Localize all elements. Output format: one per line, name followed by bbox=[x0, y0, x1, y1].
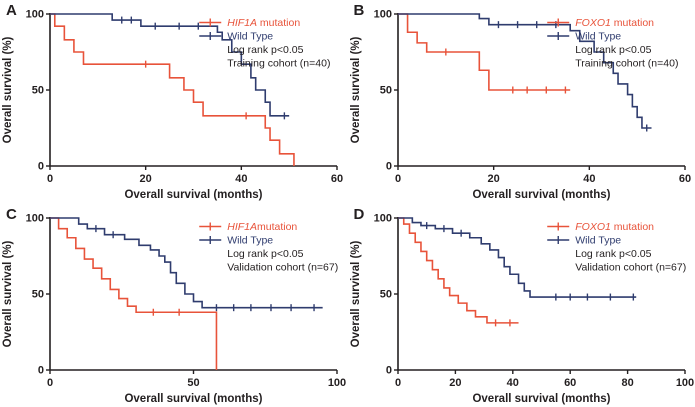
y-tick-label: 100 bbox=[26, 9, 44, 21]
x-tick-label: 0 bbox=[394, 377, 400, 389]
y-axis-label: Overall survival (%) bbox=[2, 36, 14, 143]
survival-curve-wild_type bbox=[397, 13, 652, 129]
legend-entry: Validation cohort (n=67) bbox=[227, 261, 338, 273]
panel-a: A 0 20 40 60 0 50 100 Overall survival (months)… bbox=[0, 0, 348, 204]
censor-marks-mutation bbox=[444, 48, 566, 94]
y-tick-label: 0 bbox=[38, 161, 44, 173]
legend-entry: Wild Type bbox=[575, 234, 621, 246]
censor-marks-wild_type bbox=[121, 16, 286, 120]
panel-c: C 0 50 100 0 50 100 Overall survival (months) O… bbox=[0, 204, 348, 407]
x-axis-label: Overall survival (months) bbox=[472, 393, 610, 405]
legend-entry: FOXO1 mutation bbox=[575, 17, 654, 29]
panel-d: D 0 20 40 60 80 100 0 50 100 Overall survival (mo… bbox=[348, 204, 695, 407]
figure-bottom-row: C 0 50 100 0 50 100 Overall survival (months) O… bbox=[0, 204, 695, 407]
y-tick-label: 100 bbox=[373, 212, 391, 224]
censor-marks-wild_type bbox=[497, 21, 647, 132]
x-axis-label: Overall survival (months) bbox=[124, 393, 262, 405]
x-tick-label: 0 bbox=[47, 377, 53, 389]
x-tick-label: 60 bbox=[331, 173, 343, 185]
legend-entry: Wild Type bbox=[575, 31, 621, 43]
y-axis-label: Overall survival (%) bbox=[350, 36, 362, 143]
y-axis-label: Overall survival (%) bbox=[350, 240, 362, 347]
legend-entry: Validation cohort (n=67) bbox=[575, 261, 686, 273]
x-axis-label: Overall survival (months) bbox=[124, 189, 262, 201]
panel-c-label: C bbox=[6, 205, 17, 223]
figure-top-row: A 0 20 40 60 0 50 100 Overall survival (months)… bbox=[0, 0, 695, 204]
survival-curve-wild_type bbox=[50, 13, 290, 117]
x-tick-label: 50 bbox=[187, 377, 199, 389]
y-axis-label: Overall survival (%) bbox=[2, 240, 14, 347]
x-tick-label: 100 bbox=[675, 377, 693, 389]
censor-marks-mutation bbox=[152, 308, 180, 316]
survival-curve-mutation bbox=[397, 216, 519, 324]
x-tick-label: 60 bbox=[564, 377, 576, 389]
legend-entry: Log rank p<0.05 bbox=[575, 248, 651, 260]
y-tick-label: 50 bbox=[379, 288, 391, 300]
y-tick-label: 50 bbox=[32, 288, 44, 300]
survival-curve-mutation bbox=[50, 13, 295, 166]
x-tick-label: 0 bbox=[394, 173, 400, 185]
panel-d-label: D bbox=[353, 205, 365, 223]
legend-entry: Log rank p<0.05 bbox=[575, 44, 651, 56]
panel-b: B 0 20 40 60 0 50 100 Overall survival (months)… bbox=[348, 0, 695, 204]
censor-marks-wild_type bbox=[425, 221, 634, 301]
x-tick-label: 0 bbox=[47, 173, 53, 185]
x-tick-label: 20 bbox=[487, 173, 499, 185]
legend-entry: FOXO1 mutation bbox=[575, 221, 654, 233]
x-tick-label: 60 bbox=[678, 173, 690, 185]
y-tick-label: 50 bbox=[379, 85, 391, 97]
x-tick-label: 100 bbox=[328, 377, 346, 389]
x-tick-label: 20 bbox=[449, 377, 461, 389]
legend-entry: Wild Type bbox=[227, 31, 273, 43]
y-tick-label: 100 bbox=[26, 212, 44, 224]
km-chart-b: 0 20 40 60 0 50 100 Overall survival (months) Ov… bbox=[350, 9, 691, 202]
censor-marks-mutation bbox=[144, 60, 247, 120]
y-tick-label: 50 bbox=[32, 85, 44, 97]
x-tick-label: 40 bbox=[235, 173, 247, 185]
y-tick-label: 100 bbox=[373, 9, 391, 21]
x-tick-label: 20 bbox=[140, 173, 152, 185]
x-tick-label: 80 bbox=[621, 377, 633, 389]
legend-entry: HIF1Amutation bbox=[227, 221, 297, 233]
legend-entry: HIF1A mutation bbox=[227, 17, 300, 29]
y-tick-label: 0 bbox=[385, 364, 391, 376]
survival-curve-mutation bbox=[50, 216, 218, 370]
survival-curve-wild_type bbox=[397, 216, 636, 298]
km-chart-a: 0 20 40 60 0 50 100 Overall survival (months) Ov… bbox=[2, 9, 343, 202]
legend-entry: Log rank p<0.05 bbox=[227, 44, 303, 56]
y-tick-label: 0 bbox=[38, 364, 44, 376]
legend-entry: Training cohort (n=40) bbox=[575, 58, 678, 70]
legend-entry: Wild Type bbox=[227, 234, 273, 246]
legend-entry: Training cohort (n=40) bbox=[227, 58, 330, 70]
km-chart-d: 0 20 40 60 80 100 0 50 100 Overall survival (mont… bbox=[350, 212, 694, 405]
censor-marks-wild_type bbox=[95, 224, 315, 311]
x-axis-label: Overall survival (months) bbox=[472, 189, 610, 201]
y-tick-label: 0 bbox=[385, 161, 391, 173]
x-tick-label: 40 bbox=[506, 377, 518, 389]
x-tick-label: 40 bbox=[583, 173, 595, 185]
censor-marks-mutation bbox=[494, 318, 511, 326]
panel-a-label: A bbox=[6, 2, 17, 19]
km-chart-c: 0 50 100 0 50 100 Overall survival (months) Ove… bbox=[2, 212, 346, 405]
legend-entry: Log rank p<0.05 bbox=[227, 248, 303, 260]
survival-curve-mutation bbox=[397, 13, 570, 91]
panel-b-label: B bbox=[353, 2, 365, 19]
